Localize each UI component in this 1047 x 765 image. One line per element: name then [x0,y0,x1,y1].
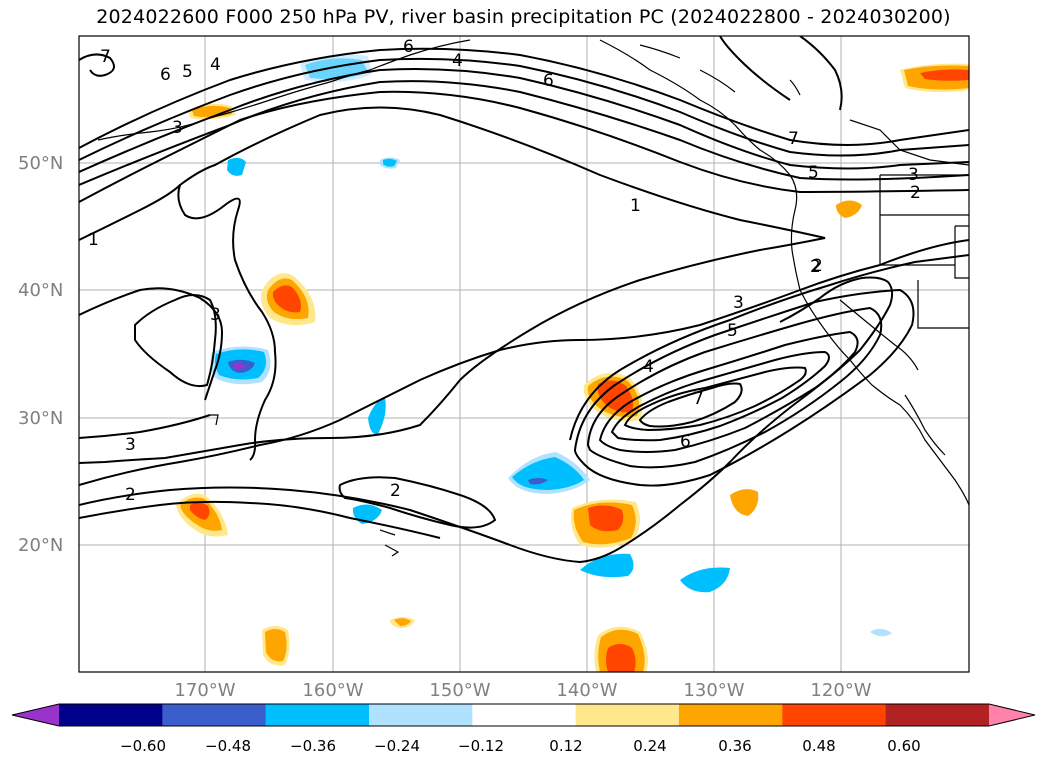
colorbar-tick-label: 0.24 [633,737,666,755]
contour-label: 7 [788,129,799,149]
contour-label: 5 [182,62,193,82]
colorbar-segment [782,704,887,726]
colorbar-segment [369,704,473,726]
lon-label: 170°W [174,680,235,701]
contour-label: 3 [210,305,221,325]
colorbar-tick-label: −0.12 [458,737,504,755]
contour-labels: 7 6 5 4 3 1 3 2 3 2 2 1 6 7 5 3 2 2 3 5 … [88,37,921,505]
contour-label: 6 [160,65,171,85]
colorbar-segment [162,704,267,726]
precip-shading [176,54,969,672]
contour-label: 6 [543,71,554,91]
map-frame [78,35,970,673]
lon-label: 120°W [810,680,871,701]
colorbar-segment [679,704,783,726]
contour-label: 5 [727,321,738,341]
lat-label: 40°N [18,280,63,301]
contour-label: 7 [100,47,111,67]
colorbar-outline [11,703,1036,727]
map-title: 2024022600 F000 250 hPa PV, river basin … [96,6,951,28]
colorbar-tick-label: −0.60 [120,737,166,755]
colorbar-extend-left [12,704,59,726]
colorbar-extend-right [989,704,1035,726]
longitude-labels: 170°W 160°W 150°W 140°W 130°W 120°W [174,680,871,701]
contour-label: 2 [812,256,823,276]
coastlines [97,39,969,557]
contour-label: 2 [125,485,136,505]
colorbar-tick-label: 0.60 [887,737,920,755]
contour-label: 4 [452,51,463,71]
contour-label: 3 [125,435,136,455]
colorbar-tick-label: 0.36 [718,737,751,755]
lat-label: 30°N [18,408,63,429]
colorbar-segment [265,704,370,726]
colorbar-tick-label: −0.36 [290,737,336,755]
contour-label: 3 [172,118,183,138]
lat-label: 50°N [18,153,63,174]
contour-label: 6 [680,432,691,452]
lon-label: 150°W [429,680,490,701]
colorbar-tick-label: 0.12 [549,737,582,755]
contour-label: 2 [910,183,921,203]
contour-label: 3 [733,293,744,313]
graticule [79,36,969,672]
contour-label: 4 [210,55,221,75]
lon-label: 140°W [556,680,617,701]
colorbar [11,703,1036,727]
colorbar-segment [885,704,990,726]
lon-label: 160°W [302,680,363,701]
contour-label: 4 [643,357,654,377]
colorbar-segment [59,704,163,726]
pv-contours [79,36,969,564]
contour-label: 6 [403,37,414,57]
colorbar-tick-label: −0.48 [205,737,251,755]
contour-label: 3 [908,165,919,185]
latitude-labels: 50°N 40°N 30°N 20°N [18,153,63,556]
colorbar-tick-label: 0.48 [802,737,835,755]
contour-label: 2 [810,257,821,277]
contour-label: 1 [88,230,99,250]
contour-label: 1 [630,196,641,216]
contour-label: 5 [808,163,819,183]
colorbar-ticks: −0.60 −0.48 −0.36 −0.24 −0.12 0.12 0.24 … [120,737,921,755]
colorbar-segment [472,704,577,726]
lat-label: 20°N [18,535,63,556]
contour-label: 7 [693,389,704,409]
colorbar-tick-label: −0.24 [374,737,420,755]
colorbar-segment [575,704,680,726]
lon-label: 130°W [683,680,744,701]
contour-label: 2 [390,481,401,501]
